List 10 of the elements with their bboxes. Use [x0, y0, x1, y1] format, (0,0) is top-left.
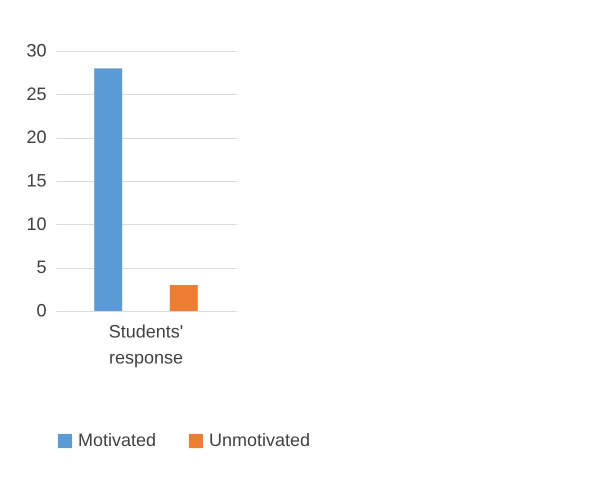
y-tick-label: 0 [36, 300, 46, 320]
y-tick-label: 5 [36, 257, 46, 278]
y-tick-label: 15 [26, 170, 46, 190]
y-tick-label: 20 [26, 127, 46, 148]
y-tick-label: 25 [26, 84, 46, 104]
legend-label: Unmotivated [209, 430, 310, 450]
y-tick-label: 10 [26, 214, 46, 234]
x-tick-label: Students' response [108, 322, 184, 368]
legend-label: Motivated [78, 430, 156, 450]
y-tick-label: 30 [26, 40, 46, 60]
